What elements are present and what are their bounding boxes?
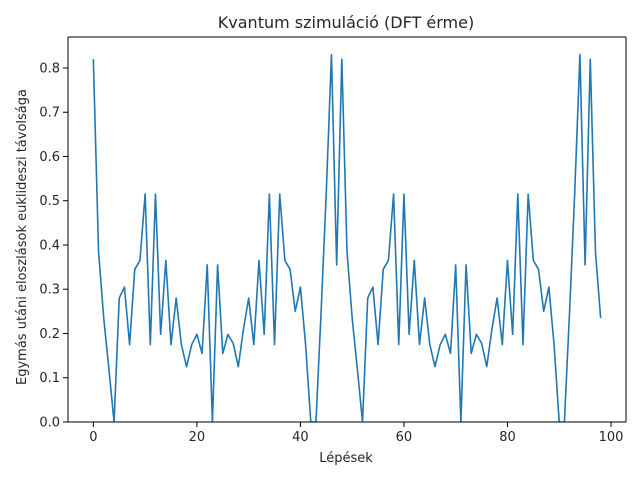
y-tick-label: 0.2 [39, 327, 60, 342]
chart-title: Kvantum szimuláció (DFT érme) [218, 13, 474, 32]
y-tick-label: 0.8 [39, 61, 60, 76]
y-tick-label: 0.1 [39, 371, 60, 386]
y-tick-label: 0.7 [39, 106, 60, 121]
y-tick-label: 0.5 [39, 194, 60, 209]
y-tick-label: 0.3 [39, 283, 60, 298]
series-line-0 [92, 53, 602, 422]
x-tick-label: 100 [599, 430, 624, 445]
x-tick-label: 60 [396, 430, 413, 445]
y-tick-label: 0.0 [39, 416, 60, 431]
plot-area: 0 20 40 60 80 100 0.0 0.1 0.2 0.3 0.4 0.5 0.6 0.7 0.8 [39, 36, 627, 445]
x-tick-label: 80 [499, 430, 516, 445]
y-tick-label: 0.4 [39, 238, 60, 253]
y-tick-label: 0.6 [39, 150, 60, 165]
x-tick-label: 0 [89, 430, 97, 445]
x-axis-label: Lépések [319, 451, 373, 466]
y-axis-label: Egymás utáni eloszlások euklideszi távol… [15, 89, 30, 385]
x-tick-label: 20 [189, 430, 206, 445]
x-tick-label: 40 [292, 430, 309, 445]
